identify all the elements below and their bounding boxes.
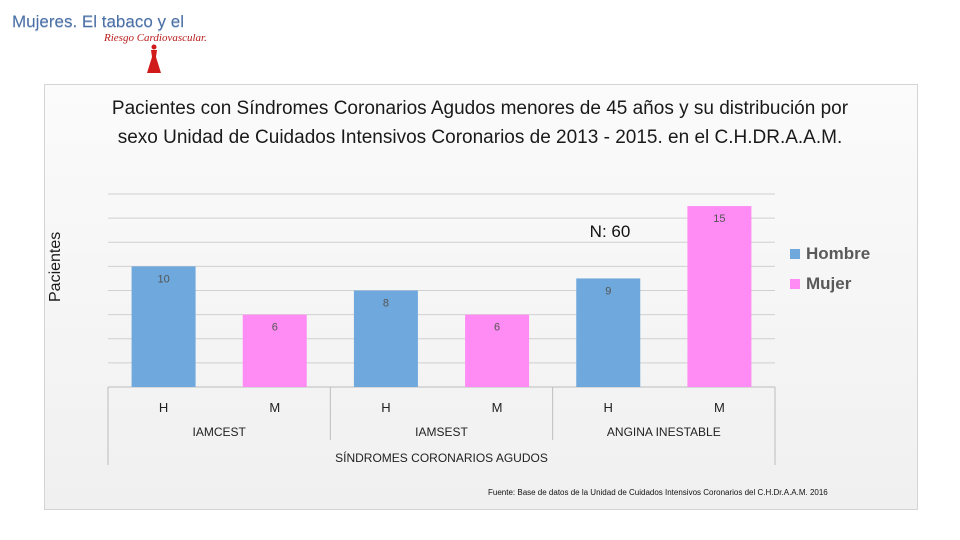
data-label: 9 <box>605 285 611 297</box>
x-tick-label: H <box>159 400 168 415</box>
header-subtitle: Riesgo Cardiovascular. <box>104 32 207 44</box>
legend-label-mujer: Mujer <box>806 274 852 293</box>
data-label: 8 <box>383 298 389 310</box>
header-title: Mujeres. El tabaco y el <box>12 12 184 31</box>
legend-swatch-hombre <box>790 249 800 259</box>
group-label: ANGINA INESTABLE <box>607 425 721 439</box>
legend-item-mujer: Mujer <box>790 270 870 298</box>
group-label: IAMCEST <box>192 425 246 439</box>
bar-iamcest-h <box>131 266 196 387</box>
legend-label-hombre: Hombre <box>806 244 871 263</box>
data-label: 6 <box>494 322 500 334</box>
bar-iamsest-m <box>465 314 530 387</box>
group-label: IAMSEST <box>415 425 468 439</box>
chart-legend: Hombre Mujer <box>790 240 870 300</box>
source-note: Fuente: Base de datos de la Unidad de Cu… <box>488 488 828 497</box>
x-tick-label: H <box>604 400 613 415</box>
bar-iamsest-h <box>353 290 418 387</box>
x-tick-label: M <box>492 400 503 415</box>
data-label: 15 <box>713 213 725 225</box>
x-tick-label: M <box>714 400 725 415</box>
bar-angina-inestable-h <box>576 278 641 387</box>
bar-angina-inestable-m <box>687 206 752 387</box>
legend-item-hombre: Hombre <box>790 240 870 268</box>
x-axis-label: SÍNDROMES CORONARIOS AGUDOS <box>335 450 548 465</box>
dress-logo-icon <box>147 44 161 73</box>
data-label: 10 <box>157 273 169 285</box>
chart-title: Pacientes con Síndromes Coronarios Agudo… <box>111 98 849 148</box>
x-tick-label: M <box>269 400 280 415</box>
bar-iamcest-m <box>242 314 307 387</box>
sample-size-annotation: N: 60 <box>589 222 631 241</box>
data-label: 6 <box>272 322 278 334</box>
x-tick-label: H <box>381 400 390 415</box>
legend-swatch-mujer <box>790 279 800 289</box>
